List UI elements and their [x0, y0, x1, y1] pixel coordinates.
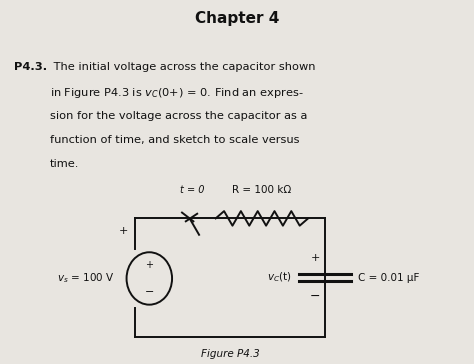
Text: The initial voltage across the capacitor shown: The initial voltage across the capacitor… — [50, 62, 315, 72]
Text: −: − — [310, 290, 320, 303]
Text: function of time, and sketch to scale versus: function of time, and sketch to scale ve… — [50, 135, 299, 145]
Text: $v_s$ = 100 V: $v_s$ = 100 V — [57, 272, 115, 285]
Text: in Figure P4.3 is $v_C$(0+) = 0. Find an expres-: in Figure P4.3 is $v_C$(0+) = 0. Find an… — [50, 86, 303, 100]
Text: +: + — [146, 260, 153, 270]
Text: −: − — [145, 287, 154, 297]
Text: C = 0.01 μF: C = 0.01 μF — [358, 273, 419, 282]
Text: $v_C$(t): $v_C$(t) — [267, 271, 292, 284]
Text: +: + — [310, 253, 320, 263]
Text: t = 0: t = 0 — [180, 185, 204, 195]
Text: sion for the voltage across the capacitor as a: sion for the voltage across the capacito… — [50, 111, 307, 120]
Text: +: + — [118, 226, 128, 236]
Text: P4.3.: P4.3. — [14, 62, 47, 72]
Text: Chapter 4: Chapter 4 — [195, 11, 279, 26]
Text: time.: time. — [50, 159, 79, 169]
Text: R = 100 kΩ: R = 100 kΩ — [232, 185, 292, 195]
Text: Figure P4.3: Figure P4.3 — [201, 349, 259, 359]
